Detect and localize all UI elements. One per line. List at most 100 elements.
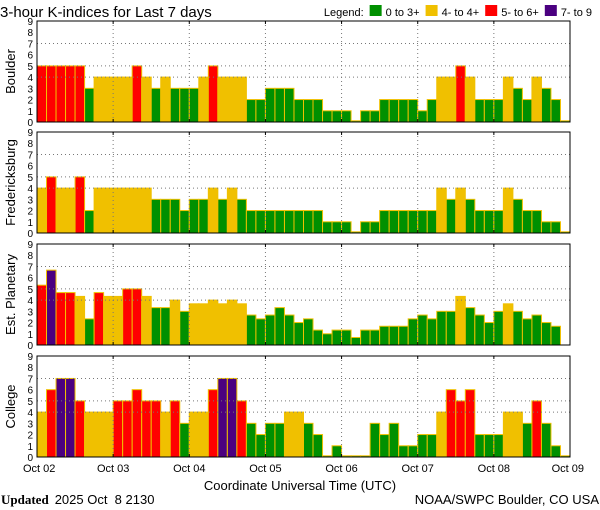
bar [46,65,57,123]
bar [483,322,495,346]
bar [512,310,523,346]
bar [198,198,209,234]
bar [55,187,67,234]
bar [46,269,57,346]
bar [226,76,238,123]
bar [550,99,561,123]
bar [141,76,152,123]
bar [150,87,162,123]
y-tick-label: 4 [27,73,33,84]
bar [512,198,523,234]
y-tick-label: 7 [27,39,33,50]
bar [464,76,476,123]
bar [521,422,533,458]
legend-swatch [425,5,438,16]
y-tick-label: 0 [27,118,33,129]
bar [65,187,76,234]
bar [293,99,305,123]
bar [436,187,447,234]
bar [179,422,190,458]
bar [521,99,533,123]
bar [264,210,276,234]
y-tick-label: 9 [27,352,33,363]
bar [274,87,285,123]
bar [245,314,257,346]
bar [217,303,228,346]
bar [274,307,285,346]
bar [160,307,171,346]
bar [169,400,181,458]
bar [483,99,495,123]
bar [160,76,171,123]
x-tick-label: Oct 04 [173,463,205,475]
bar [521,318,533,346]
bar [236,76,247,123]
y-tick-label: 6 [27,51,33,62]
bar [245,210,257,234]
bar [540,87,552,123]
bar [198,411,209,458]
bar [379,434,390,458]
panel-frame [36,131,571,234]
bar [293,411,305,458]
bar [179,210,190,234]
bar [36,284,48,346]
bar [417,210,428,234]
bar [455,400,466,458]
bar [341,221,352,234]
bar [74,176,86,234]
updated-label: Updated [1,492,49,507]
bar [474,210,485,234]
bar [93,292,105,346]
bar [474,99,485,123]
y-tick-label: 3 [27,195,33,206]
bar [169,87,181,123]
x-tick-label: Oct 08 [478,463,510,475]
y-tick-label: 7 [27,150,33,161]
bar [93,411,105,458]
y-tick-label: 6 [27,274,33,285]
bar [141,187,152,234]
bar [207,187,219,234]
y-tick-label: 3 [27,307,33,318]
bar [531,210,542,234]
legend-swatch [485,5,498,16]
y-tick-label: 6 [27,162,33,173]
bar [455,295,466,346]
bar [255,318,266,346]
bar [502,76,514,123]
y-tick-label: 3 [27,419,33,430]
bar [502,187,514,234]
bar [426,210,438,234]
bar [217,377,228,458]
bar [303,99,314,123]
bar [341,329,352,346]
bar [264,87,276,123]
bar [188,411,200,458]
bar [131,187,143,234]
bar [398,99,409,123]
bar [65,65,76,123]
bar [303,422,314,458]
bar [331,445,343,458]
bar [84,318,95,346]
y-tick-label: 2 [27,431,33,442]
x-tick-label: Oct 07 [402,463,434,475]
bar [540,322,552,346]
bar [493,210,504,234]
y-tick-label: 2 [27,319,33,330]
credit: NOAA/SWPC Boulder, CO USA [415,492,600,507]
bar [122,288,133,346]
bar [160,198,171,234]
bar [264,314,276,346]
bar [122,400,133,458]
y-tick-label: 9 [27,17,33,28]
bar [84,411,95,458]
chart-title: 3-hour K-indices for Last 7 days [0,4,212,21]
bar [93,187,105,234]
legend-swatch [369,5,382,16]
bar [388,422,400,458]
legend-swatch [544,5,557,16]
